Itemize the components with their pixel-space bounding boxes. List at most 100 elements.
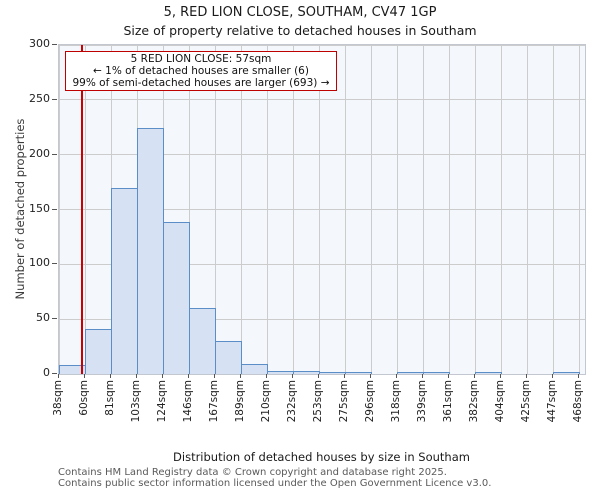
v-gridline	[448, 45, 450, 374]
annotation-box: 5 RED LION CLOSE: 57sqm ← 1% of detached…	[65, 51, 337, 91]
x-tick-mark	[526, 374, 527, 378]
v-gridline	[84, 45, 86, 374]
v-gridline	[552, 45, 554, 374]
x-tick-mark	[422, 374, 423, 378]
x-tick-label: 382sqm	[468, 380, 480, 423]
histogram-bar	[111, 187, 138, 374]
x-tick-mark	[370, 374, 371, 378]
x-tick-label: 103sqm	[130, 380, 142, 423]
h-gridline	[59, 263, 585, 265]
x-tick-mark	[396, 374, 397, 378]
v-gridline	[370, 45, 372, 374]
h-gridline	[59, 209, 585, 210]
v-gridline	[578, 45, 580, 374]
histogram-bar	[267, 370, 294, 374]
y-tick-mark	[52, 98, 57, 100]
x-tick-mark	[214, 374, 215, 378]
v-gridline	[59, 45, 60, 374]
x-tick-mark	[188, 374, 189, 378]
x-tick-label: 447sqm	[546, 380, 558, 423]
x-tick-label: 339sqm	[416, 380, 428, 423]
h-gridline	[59, 318, 585, 320]
h-gridline	[59, 99, 585, 101]
v-gridline	[214, 45, 216, 374]
v-gridline	[500, 45, 502, 374]
histogram-bar	[397, 371, 424, 374]
x-tick-mark	[136, 374, 137, 378]
v-gridline	[188, 45, 190, 374]
x-tick-mark	[578, 374, 579, 378]
histogram-bar	[293, 370, 320, 374]
x-tick-label: 167sqm	[208, 380, 220, 423]
x-tick-label: 60sqm	[78, 380, 90, 416]
v-gridline	[292, 45, 294, 374]
v-gridline	[318, 45, 320, 374]
x-tick-label: 425sqm	[520, 380, 532, 423]
v-gridline	[240, 45, 242, 374]
histogram-bar	[345, 371, 372, 374]
x-tick-label: 361sqm	[442, 380, 454, 423]
v-gridline	[396, 45, 398, 374]
x-tick-mark	[292, 374, 293, 378]
h-gridline	[59, 154, 585, 156]
histogram-bar	[163, 221, 190, 374]
histogram-bar	[553, 372, 580, 374]
x-tick-mark	[474, 374, 475, 378]
plot-area	[58, 44, 586, 375]
y-tick-mark	[52, 44, 57, 45]
y-tick-mark	[52, 263, 57, 265]
y-tick-label: 250	[29, 91, 50, 105]
x-tick-mark	[552, 374, 553, 378]
chart-subtitle: Size of property relative to detached ho…	[123, 23, 477, 38]
x-tick-mark	[58, 374, 59, 378]
x-tick-label: 124sqm	[156, 380, 168, 423]
property-marker-line	[80, 45, 83, 374]
x-tick-label: 189sqm	[234, 380, 246, 423]
histogram-bar	[215, 341, 242, 374]
y-tick-label: 150	[29, 201, 50, 215]
histogram-bar	[189, 308, 216, 374]
footer-line-1: Contains HM Land Registry data © Crown c…	[58, 467, 447, 478]
y-tick-mark	[52, 373, 57, 374]
x-tick-label: 232sqm	[286, 380, 298, 423]
histogram-bar	[319, 371, 346, 374]
v-gridline	[474, 45, 476, 374]
x-tick-mark	[240, 374, 241, 378]
chart-title: 5, RED LION CLOSE, SOUTHAM, CV47 1GP	[163, 5, 437, 20]
x-tick-mark	[84, 374, 85, 378]
x-tick-label: 38sqm	[52, 380, 64, 416]
v-gridline	[422, 45, 424, 374]
x-tick-mark	[266, 374, 267, 378]
h-gridline	[59, 44, 585, 46]
y-tick-mark	[52, 153, 57, 155]
histogram-bar	[423, 372, 450, 374]
y-tick-label: 100	[29, 256, 50, 270]
y-tick-mark	[52, 318, 57, 320]
x-axis-label: Distribution of detached houses by size …	[173, 450, 470, 464]
x-tick-label: 275sqm	[338, 380, 350, 423]
v-gridline	[526, 45, 528, 374]
x-tick-mark	[344, 374, 345, 378]
x-tick-label: 81sqm	[104, 380, 116, 416]
x-tick-mark	[110, 374, 111, 378]
x-tick-mark	[500, 374, 501, 378]
y-tick-label: 200	[29, 146, 50, 160]
y-tick-label: 300	[29, 37, 50, 50]
v-gridline	[266, 45, 268, 374]
histogram-bar	[137, 128, 164, 374]
x-tick-label: 253sqm	[312, 380, 324, 423]
v-gridline	[344, 45, 346, 374]
annotation-line-2: ← 1% of detached houses are smaller (6)	[93, 65, 309, 77]
x-tick-label: 146sqm	[182, 380, 194, 423]
annotation-line-3: 99% of semi-detached houses are larger (…	[72, 77, 330, 89]
x-tick-label: 318sqm	[390, 380, 402, 423]
x-tick-mark	[162, 374, 163, 378]
y-tick-mark	[52, 208, 57, 210]
y-tick-label: 0	[43, 366, 50, 379]
x-tick-mark	[448, 374, 449, 378]
x-tick-mark	[318, 374, 319, 378]
histogram-bar	[85, 329, 112, 374]
x-tick-label: 404sqm	[494, 380, 506, 423]
x-tick-label: 296sqm	[364, 380, 376, 423]
